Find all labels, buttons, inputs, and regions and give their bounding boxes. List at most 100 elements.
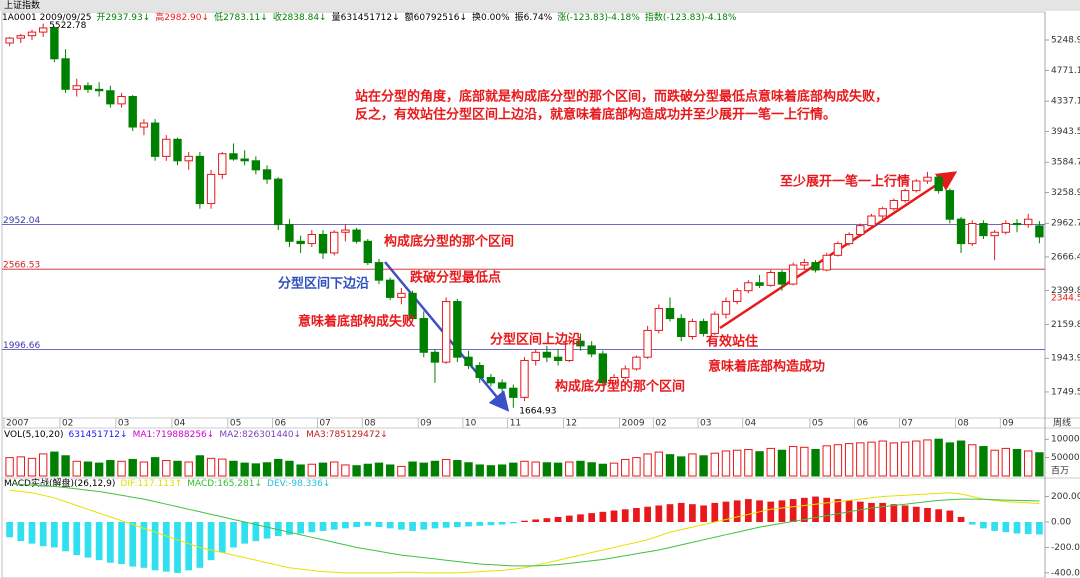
volume-bar xyxy=(699,455,708,477)
macd-bar xyxy=(912,506,920,522)
candle-body xyxy=(27,31,37,37)
y-tick-label: 200.00 xyxy=(1051,492,1080,502)
macd-bar xyxy=(689,504,696,522)
macd-bar xyxy=(386,522,394,529)
volume-bar xyxy=(677,456,686,477)
x-tick-label: 07 xyxy=(901,419,912,429)
annotation: 分型区间上边沿 xyxy=(490,332,581,348)
candle-body xyxy=(61,58,70,90)
candle-body xyxy=(912,180,921,192)
macd-bar xyxy=(879,502,887,522)
y-tick-label: 3584.7 xyxy=(1051,158,1080,168)
candle-body xyxy=(195,155,205,205)
volume-bar xyxy=(531,461,540,477)
macd-bar xyxy=(722,501,730,522)
candle-body xyxy=(867,215,876,227)
macd-bar xyxy=(1002,522,1010,533)
macd-bar xyxy=(543,518,551,522)
volume-bar xyxy=(285,460,294,477)
macd-bar xyxy=(39,522,47,547)
annotation: 意味着底部构造成功 xyxy=(708,359,825,375)
volume-bar xyxy=(553,462,563,477)
macd-bar xyxy=(207,522,215,561)
x-tick-label: 12 xyxy=(566,419,577,429)
y-tick-label: 4337.16 xyxy=(1051,97,1080,107)
x-tick-label: 05 xyxy=(230,419,241,429)
candle-body xyxy=(475,365,484,379)
macd-bar xyxy=(453,522,461,528)
macd-bar xyxy=(655,505,663,522)
volume-bar xyxy=(867,441,876,477)
macd-bar xyxy=(62,522,69,552)
volume-bar xyxy=(296,464,305,477)
level-label: 2566.53 xyxy=(3,261,40,271)
macd-bar xyxy=(711,502,719,522)
candle-body xyxy=(117,96,126,105)
x-tick-label: 07 xyxy=(319,419,330,429)
volume-bar xyxy=(430,460,440,477)
quote-info-part: 高2982.90↓ xyxy=(155,11,209,23)
macd-bar xyxy=(6,522,13,538)
volume-bar xyxy=(150,457,160,477)
volume-bar xyxy=(934,438,943,477)
y-tick-label: -200.00 xyxy=(1051,543,1080,553)
candle-body xyxy=(800,262,809,266)
volume-bar xyxy=(240,462,249,477)
volume-bar xyxy=(621,458,630,477)
volume-bar xyxy=(341,464,350,477)
candle-body xyxy=(240,158,249,162)
macd-bar xyxy=(487,522,495,526)
y-tick-label: 2399.8 xyxy=(1051,286,1080,296)
x-tick-label: 06 xyxy=(857,419,869,429)
macd-bar xyxy=(621,509,629,522)
candle-body xyxy=(72,85,81,90)
y-tick-label: -400.00 xyxy=(1051,568,1080,578)
candle-body xyxy=(542,351,552,358)
volume-bar xyxy=(419,462,428,477)
volume-bar xyxy=(83,461,93,477)
macd-bar xyxy=(398,522,405,530)
candle-body xyxy=(184,155,193,162)
macd-bar xyxy=(834,499,842,522)
annotation: 意味着底部构成失败 xyxy=(298,314,415,330)
volume-bar xyxy=(979,446,988,477)
volume-bar xyxy=(598,463,608,477)
volume-bar xyxy=(274,458,283,477)
x-tick-label: 05 xyxy=(812,419,823,429)
candle-body xyxy=(285,224,294,242)
macd-bar xyxy=(812,496,819,522)
annotation: 有效站住 xyxy=(706,334,758,350)
candle-body xyxy=(565,340,574,361)
quote-info-part: 1A0001 2009/09/25 xyxy=(2,13,92,23)
candle-body xyxy=(677,318,686,338)
macd-bar xyxy=(51,522,58,548)
volume-bar xyxy=(27,457,37,477)
candle-body xyxy=(1024,218,1033,226)
macd-bar xyxy=(789,499,797,522)
macd-bar xyxy=(230,522,237,548)
macd-bar xyxy=(778,500,786,522)
candle-body xyxy=(688,320,697,338)
volume-bar xyxy=(889,442,899,477)
annotation: 构成底分型的那个区间 xyxy=(384,234,514,250)
macd-bar xyxy=(375,522,383,528)
volume-bar xyxy=(139,461,149,477)
volume-bar xyxy=(945,442,955,477)
candle-body xyxy=(889,200,899,210)
macd-bar xyxy=(218,522,226,553)
candle-body xyxy=(307,234,317,245)
volume-bar xyxy=(497,464,507,477)
macd-bar xyxy=(666,504,674,522)
annotation: 站在分型的角度，底部就是构成底分型的那个区间，而跌破分型最低点意味着底部构成失败… xyxy=(355,89,888,105)
macd-info-part: DIF:117.113↑ xyxy=(120,479,182,489)
macd-bar xyxy=(118,522,125,564)
volume-bar xyxy=(755,451,764,477)
candle-body xyxy=(665,308,675,320)
quote-info: 1A0001 2009/09/25 开2937.93↓ 高2982.90↓ 低2783… xyxy=(2,11,737,23)
candle-body xyxy=(956,218,966,245)
y-tick-label: 0.00 xyxy=(1051,518,1071,528)
macd-bar xyxy=(319,522,327,531)
macd-bar xyxy=(800,497,808,522)
volume-bar xyxy=(173,460,182,477)
candle-body xyxy=(274,178,283,226)
